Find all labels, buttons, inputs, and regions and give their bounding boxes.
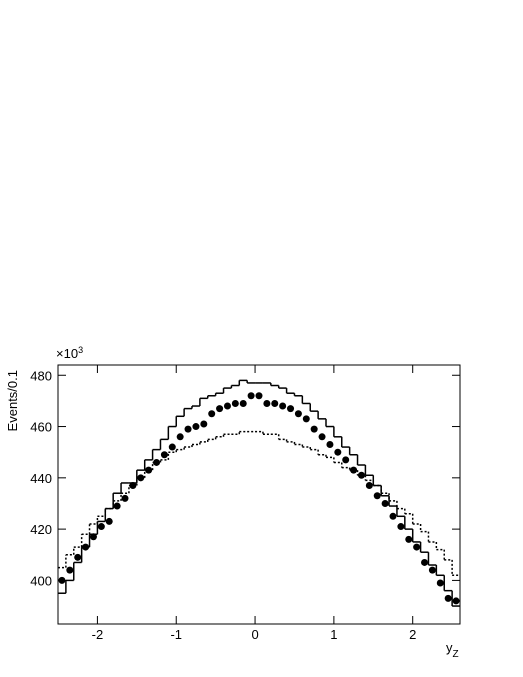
data-point [405, 535, 413, 543]
data-point [302, 415, 310, 423]
data-point [129, 482, 137, 490]
data-point [389, 512, 397, 520]
data-point [176, 433, 184, 441]
plot-frame [57, 364, 461, 625]
y-tick-label: 480 [30, 368, 52, 383]
data-point [113, 502, 121, 510]
y-tick-label: 440 [30, 471, 52, 486]
x-axis-label: yZ [446, 640, 459, 660]
data-point [310, 425, 318, 433]
data-point [74, 553, 82, 561]
data-point [365, 482, 373, 490]
data-point [223, 402, 231, 410]
x-tick-label: 1 [330, 627, 337, 642]
data-point [168, 443, 176, 451]
data-point [192, 423, 200, 431]
data-point [373, 492, 381, 500]
data-point [350, 466, 358, 474]
data-point [421, 558, 429, 566]
x-axis-label-main: y [446, 640, 453, 655]
data-point [105, 517, 113, 525]
data-point [428, 566, 436, 574]
data-point [287, 405, 295, 413]
data-point [413, 543, 421, 551]
y-tick-label: 460 [30, 420, 52, 435]
y-multiplier: ×103 [56, 345, 83, 361]
data-point [89, 533, 97, 541]
data-point [294, 410, 302, 418]
data-point [247, 392, 255, 400]
data-point [357, 471, 365, 479]
data-point [381, 499, 389, 507]
data-point [82, 543, 90, 551]
data-point [208, 410, 216, 418]
x-tick-label: 2 [409, 627, 416, 642]
data-point [326, 440, 334, 448]
data-point [145, 466, 153, 474]
data-point [239, 399, 247, 407]
data-point [231, 399, 239, 407]
data-point [160, 451, 168, 459]
x-tick-label: -2 [92, 627, 104, 642]
x-axis-label-subscript: Z [453, 649, 459, 660]
data-point [184, 425, 192, 433]
x-tick-label: 0 [251, 627, 258, 642]
x-tick-label: -1 [170, 627, 182, 642]
y-tick-label: 420 [30, 522, 52, 537]
data-point [66, 566, 74, 574]
data-point [334, 448, 342, 456]
data-point [255, 392, 263, 400]
data-point [58, 576, 66, 584]
data-point [121, 494, 129, 502]
y-multiplier-base: ×10 [56, 346, 78, 361]
y-axis-label: Events/0.1 [5, 370, 20, 431]
data-point [137, 474, 145, 482]
data-point [318, 433, 326, 441]
data-point [200, 420, 208, 428]
data-point [444, 594, 452, 602]
data-point [216, 405, 224, 413]
data-point [452, 597, 460, 605]
data-point [271, 399, 279, 407]
data-point [153, 458, 161, 466]
data-point [436, 579, 444, 587]
y-tick-label: 400 [30, 573, 52, 588]
y-multiplier-exponent: 3 [78, 345, 83, 355]
data-point [279, 402, 287, 410]
data-point [263, 399, 271, 407]
data-point [397, 523, 405, 531]
data-point [342, 456, 350, 464]
data-point [97, 523, 105, 531]
